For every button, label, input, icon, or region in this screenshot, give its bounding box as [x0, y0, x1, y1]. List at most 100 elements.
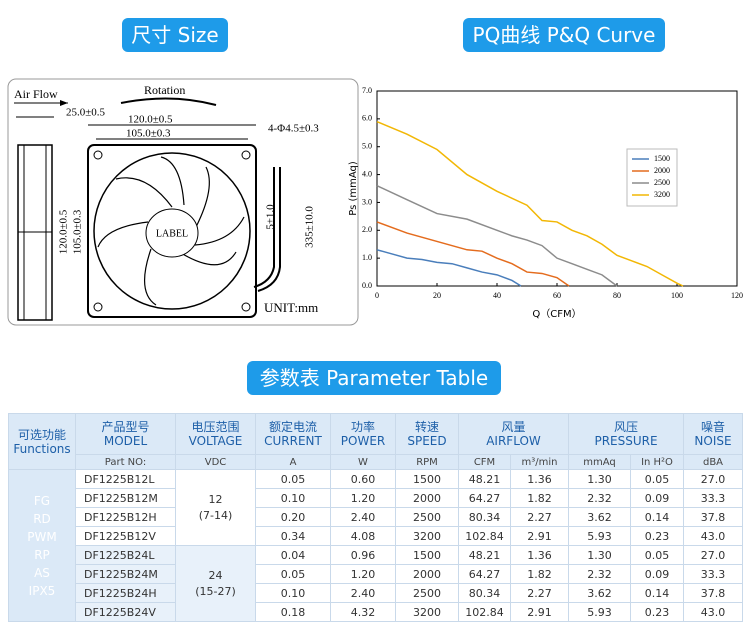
value-cell: 0.09	[630, 488, 684, 508]
value-cell: 3200	[395, 602, 459, 622]
header-cell: 风压 PRESSURE	[568, 413, 684, 455]
y-tick-label: 7.0	[362, 86, 372, 95]
model-cell: DF1225B24H	[75, 583, 176, 603]
value-cell: 2.32	[568, 564, 631, 584]
hub	[145, 208, 199, 258]
model-cell: DF1225B12M	[75, 488, 176, 508]
value-cell: 102.84	[458, 526, 511, 546]
value-cell: 37.8	[683, 583, 743, 603]
table-row: DF1225B12V 0.34 4.08 3200 102.84 2.91 5.93 0.23…	[9, 526, 743, 546]
model-cell: DF1225B12L	[75, 469, 176, 489]
table-row: DF1225B24H 0.10 2.40 2500 80.34 2.27 3.62 0.14 3…	[9, 583, 743, 603]
cell-text: POWER	[340, 434, 386, 448]
cell-text: 0.14	[644, 586, 670, 600]
value-cell: 0.10	[255, 583, 331, 603]
cell-text: 电压范围	[191, 420, 240, 434]
legend-label: 2000	[654, 166, 670, 175]
cell-text: 1500	[413, 548, 441, 562]
header-cell: 功率 POWER	[330, 413, 396, 455]
header-cell: 噪音 NOISE	[683, 413, 743, 455]
cell-text: 噪音	[700, 420, 725, 434]
value-cell: 2000	[395, 564, 459, 584]
pq-chart: 0.0 1.0 2.0 3.0 4.0 5.0 6.0 7.0 0 20 40 60 80 100 120 Q…	[348, 86, 743, 320]
value-cell: 5.93	[568, 602, 631, 622]
value-cell: 0.23	[630, 526, 684, 546]
cell-text: 2500	[413, 510, 441, 524]
heading: 参数表 Parameter Table	[247, 361, 501, 395]
arrow	[120, 97, 217, 106]
cell-text: 0.05	[644, 472, 670, 486]
value-cell: 0.05	[630, 545, 684, 565]
cell-text: AS	[34, 565, 50, 580]
cell-text: 37.8	[700, 586, 726, 600]
cell-text: 43.0	[700, 605, 726, 619]
model-cell: DF1225B12H	[75, 507, 176, 527]
value-cell: 1.30	[568, 469, 631, 489]
value-cell: 4.32	[330, 602, 396, 622]
heading: 尺寸 Size	[122, 18, 228, 52]
frame	[7, 78, 359, 326]
label: 5±1.0	[265, 204, 277, 230]
heading: PQ曲线 P&Q Curve	[463, 18, 665, 52]
cell-text: 1.82	[527, 567, 552, 581]
cell-text: 1.20	[350, 567, 376, 581]
value-cell: 2.40	[330, 507, 396, 527]
holes	[93, 150, 251, 312]
cell-text: 4.08	[350, 529, 376, 543]
x-tick-label: 20	[433, 291, 441, 300]
table-row: DF1225B12M 0.10 1.20 2000 64.27 1.82 2.32 0.09 3…	[9, 488, 743, 508]
cell-text: 2.91	[527, 529, 552, 543]
value-cell: 2500	[395, 507, 459, 527]
cell-text: 风压	[613, 420, 638, 434]
header-cell: 转速 SPEED	[395, 413, 459, 455]
value-cell: 4.08	[330, 526, 396, 546]
cell-text: DF1225B12M	[84, 491, 158, 505]
wire	[257, 167, 281, 292]
cell-text: 3200	[413, 529, 441, 543]
model-cell: DF1225B12V	[75, 526, 176, 546]
value-cell: 0.05	[255, 564, 331, 584]
cell-text: 0.23	[644, 529, 670, 543]
cell-text: 37.8	[700, 510, 726, 524]
value-cell: 80.34	[458, 507, 511, 527]
value-cell: 27.0	[683, 469, 743, 489]
table-row: DF1225B24M 0.05 1.20 2000 64.27 1.82 2.32 0.09 3…	[9, 564, 743, 584]
value-cell: 2.27	[510, 583, 569, 603]
cell-text: 0.04	[280, 548, 306, 562]
value-cell: 3200	[395, 526, 459, 546]
header-cell: 电压范围 VOLTAGE	[175, 413, 256, 455]
label: 120.0±0.5	[58, 209, 70, 254]
series-line	[376, 249, 522, 287]
cell-text: 2.32	[587, 567, 612, 581]
dimension-drawing: Air Flow Rotation 25.0±0.5 120.0±0.5 105…	[7, 78, 359, 326]
cell-text: dBA	[702, 456, 724, 468]
value-cell: 1.82	[510, 488, 569, 508]
cell-text: 4.32	[350, 605, 376, 619]
value-cell: 5.93	[568, 526, 631, 546]
value-cell: 2500	[395, 583, 459, 603]
series-line	[376, 185, 618, 287]
label: 105.0±0.3	[72, 209, 84, 254]
value-cell: 3.62	[568, 507, 631, 527]
x-tick-label: 40	[493, 291, 501, 300]
cell-text: DF1225B12L	[84, 472, 155, 486]
cell-text: W	[358, 456, 368, 468]
cell-text: 102.84	[465, 529, 504, 543]
cell-text: AIRFLOW	[486, 434, 541, 448]
y-tick-label: 5.0	[362, 142, 372, 151]
cell-text: 27.0	[700, 548, 726, 562]
fan-blades	[97, 156, 245, 306]
cell-text: 5.93	[587, 605, 612, 619]
value-cell: 27.0	[683, 545, 743, 565]
label: LABEL	[156, 228, 188, 239]
cell-text: 2.27	[527, 510, 552, 524]
y-tick-label: 4.0	[362, 169, 372, 178]
value-cell: 1.20	[330, 564, 396, 584]
cell-text: RPM	[416, 456, 438, 468]
value-cell: 64.27	[458, 564, 511, 584]
cell-text: 80.34	[468, 510, 501, 524]
voltage-cell: 12 (7-14)	[175, 469, 256, 546]
cell-text: 2.91	[527, 605, 552, 619]
cell-text: DF1225B12V	[84, 529, 156, 543]
cell-text: 3.62	[587, 510, 612, 524]
